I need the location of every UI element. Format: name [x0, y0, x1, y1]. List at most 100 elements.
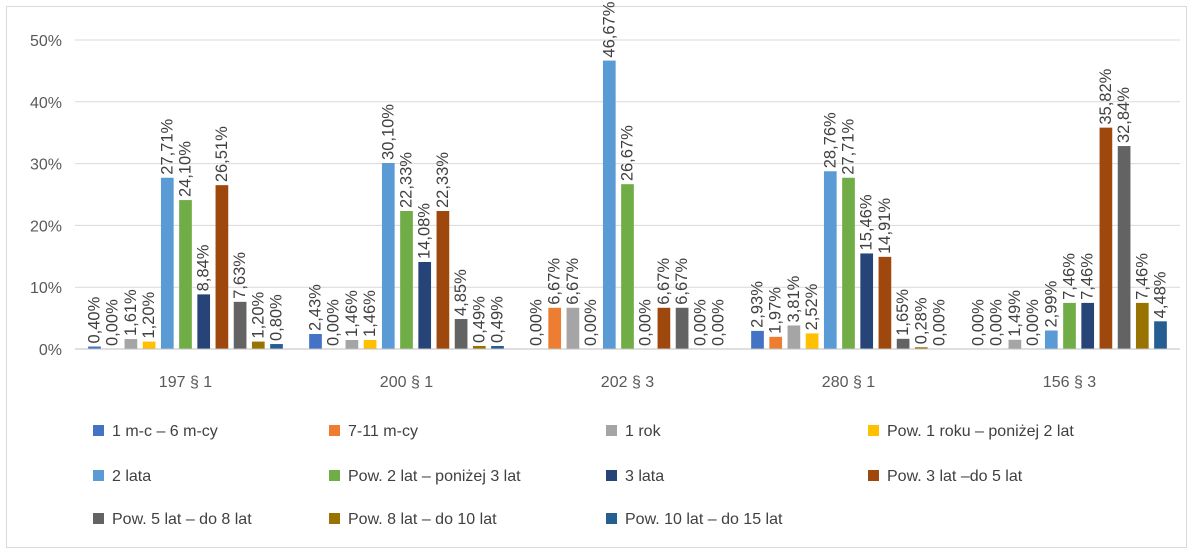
bar	[787, 325, 801, 349]
data-label: 2,93%	[749, 281, 767, 328]
x-tick-label: 200 § 1	[380, 374, 433, 391]
y-tick-label: 50%	[30, 33, 62, 50]
data-label: 3,81%	[785, 275, 803, 322]
data-label: 0,00%	[970, 299, 988, 346]
bar	[1008, 339, 1022, 349]
data-label: 1,97%	[767, 287, 785, 334]
data-label: 14,91%	[876, 198, 894, 254]
x-tick-label: 197 § 1	[159, 374, 212, 391]
legend-swatch	[868, 470, 879, 481]
y-tick-label: 30%	[30, 157, 62, 174]
bar	[621, 184, 634, 349]
data-label: 32,84%	[1115, 87, 1133, 143]
data-label: 1,65%	[894, 289, 912, 336]
data-label: 7,46%	[1079, 253, 1097, 300]
data-label: 0,40%	[86, 296, 104, 343]
data-label: 0,28%	[912, 297, 930, 344]
data-label: 0,00%	[988, 299, 1006, 346]
data-label: 2,52%	[803, 283, 821, 330]
bar	[179, 200, 192, 349]
bar	[1099, 127, 1113, 349]
data-label: 22,33%	[434, 152, 452, 208]
bar	[160, 177, 174, 349]
bar	[566, 307, 580, 349]
bar	[233, 301, 247, 349]
data-label: 30,10%	[379, 104, 397, 160]
bar	[751, 330, 764, 349]
data-label: 1,61%	[122, 289, 140, 336]
data-label: 4,48%	[1152, 271, 1170, 318]
bar	[309, 333, 322, 349]
data-label: 0,49%	[489, 296, 507, 343]
data-label: 24,10%	[177, 141, 195, 197]
bar	[418, 261, 432, 349]
legend-swatch	[93, 470, 104, 481]
data-label: 35,82%	[1097, 68, 1115, 124]
legend-swatch	[606, 513, 617, 524]
bar	[491, 345, 504, 349]
legend-swatch	[329, 513, 340, 524]
data-label: 26,67%	[619, 125, 637, 181]
legend-label: 1 m-c – 6 m-cy	[112, 423, 218, 440]
data-label: 2,43%	[307, 284, 325, 331]
bar	[769, 336, 783, 349]
bar	[215, 185, 229, 349]
legend-label: Pow. 3 lat –do 5 lat	[887, 468, 1023, 485]
bar	[1044, 330, 1058, 349]
data-label: 0,00%	[582, 299, 600, 346]
bar	[1135, 302, 1149, 349]
bar	[602, 60, 616, 349]
data-label: 0,00%	[325, 299, 343, 346]
data-label: 6,67%	[655, 258, 673, 305]
data-label: 1,46%	[343, 290, 361, 337]
data-label: 0,80%	[268, 294, 286, 341]
data-label: 0,00%	[637, 299, 655, 346]
data-label: 7,63%	[231, 252, 249, 299]
bar	[1081, 302, 1095, 349]
bar	[657, 307, 671, 349]
data-label: 46,67%	[600, 1, 618, 57]
bar	[270, 344, 283, 349]
legend-swatch	[606, 470, 617, 481]
legend-swatch	[868, 425, 879, 436]
y-tick-label: 40%	[30, 95, 62, 112]
bar	[805, 333, 819, 349]
bar	[381, 162, 395, 349]
data-label: 0,00%	[931, 299, 949, 346]
bar	[896, 338, 910, 349]
y-tick-label: 10%	[30, 280, 62, 297]
bar	[400, 211, 413, 349]
x-tick-label: 280 § 1	[822, 374, 875, 391]
chart-frame	[6, 6, 1187, 548]
bar	[251, 341, 265, 349]
legend-swatch	[93, 513, 104, 524]
data-label: 6,67%	[564, 258, 582, 305]
bar	[823, 171, 837, 349]
bar	[124, 339, 138, 349]
bar	[860, 253, 874, 349]
bar	[345, 339, 359, 349]
legend-swatch	[93, 425, 104, 436]
legend-label: Pow. 8 lat – do 10 lat	[348, 511, 497, 528]
x-tick-label: 202 § 3	[601, 374, 654, 391]
legend-label: 2 lata	[112, 468, 151, 485]
bar	[842, 177, 855, 349]
data-label: 2,99%	[1042, 280, 1060, 327]
data-label: 1,49%	[1006, 290, 1024, 337]
data-label: 28,76%	[821, 112, 839, 168]
legend-label: Pow. 5 lat – do 8 lat	[112, 511, 252, 528]
data-label: 4,85%	[452, 269, 470, 316]
y-tick-label: 20%	[30, 218, 62, 235]
data-label: 0,00%	[528, 299, 546, 346]
data-label: 0,49%	[470, 296, 488, 343]
bar	[142, 341, 156, 349]
legend-label: Pow. 1 roku – poniżej 2 lat	[887, 423, 1074, 440]
data-label: 7,46%	[1133, 253, 1151, 300]
legend-label: 7-11 m-cy	[348, 423, 418, 440]
bar	[363, 339, 377, 349]
y-tick-label: 0%	[39, 342, 62, 359]
bar	[436, 211, 450, 349]
legend-label: Pow. 2 lat – poniżej 3 lat	[348, 468, 521, 485]
